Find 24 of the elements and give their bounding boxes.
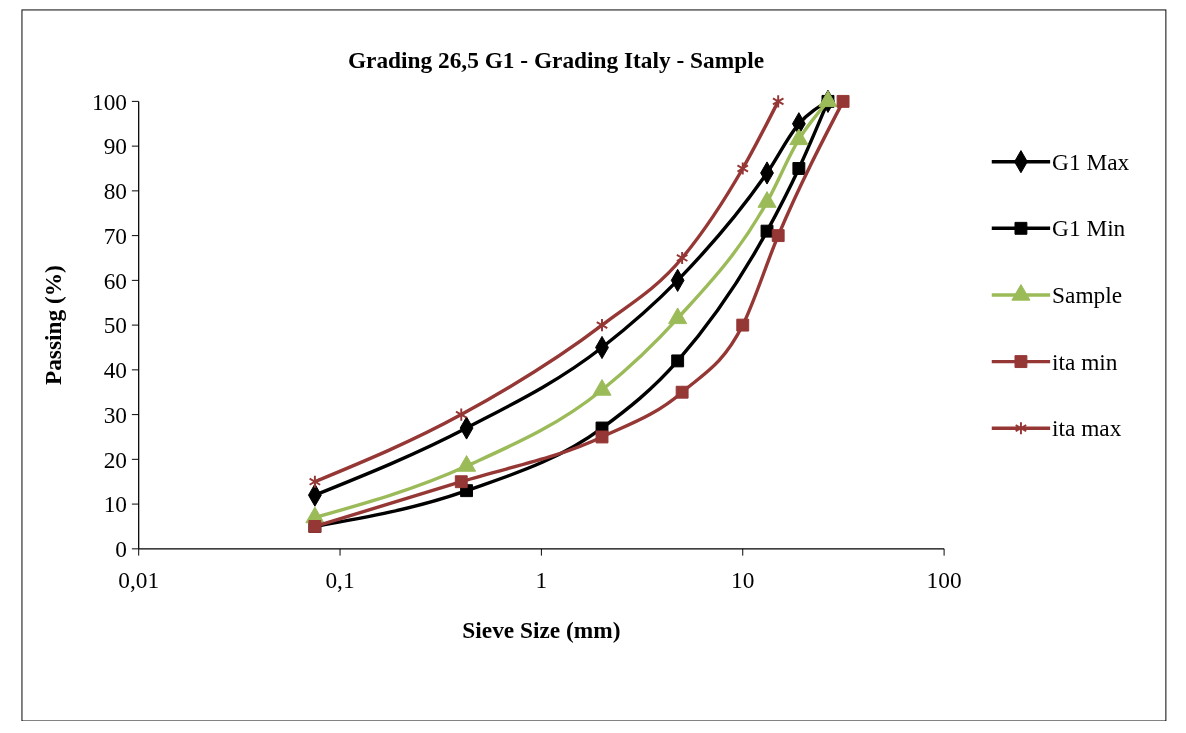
legend-label: G1 Min [1052, 215, 1126, 242]
x-axis-title: Sieve Size (mm) [462, 617, 621, 644]
x-tick-label: 0,1 [325, 566, 355, 593]
legend-label: ita max [1052, 415, 1122, 442]
y-tick-label: 100 [92, 88, 128, 115]
chart-title: Grading 26,5 G1 - Grading Italy - Sample [347, 47, 765, 74]
x-tick-label: 1 [535, 566, 548, 593]
x-tick-label: 10 [731, 566, 755, 593]
y-tick-label: 20 [103, 446, 128, 473]
legend-label: G1 Max [1052, 148, 1130, 175]
legend-label: Sample [1052, 282, 1123, 309]
y-tick-label: 30 [103, 401, 128, 428]
y-tick-label: 50 [103, 312, 128, 339]
x-tick-label: 0,01 [118, 566, 160, 593]
y-tick-label: 90 [103, 133, 128, 160]
y-tick-label: 40 [103, 357, 128, 384]
y-axis-title: Passing (%) [39, 265, 66, 386]
x-tick-label: 100 [926, 566, 962, 593]
legend-label: ita min [1052, 348, 1118, 375]
y-tick-label: 10 [103, 491, 128, 518]
y-tick-label: 0 [115, 536, 128, 562]
y-tick-label: 70 [103, 222, 128, 249]
y-tick-label: 80 [103, 178, 128, 205]
y-tick-label: 60 [103, 267, 128, 294]
